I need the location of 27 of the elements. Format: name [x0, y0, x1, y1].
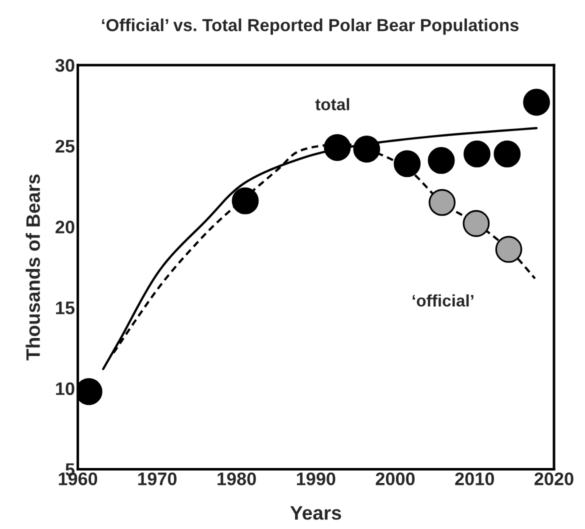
x-tick-label: 2010 [455, 472, 494, 486]
y-tick-label: 10 [56, 382, 74, 396]
x-tick-label: 1970 [138, 472, 177, 486]
chart-title: ‘Official’ vs. Total Reported Polar Bear Populations [102, 18, 519, 35]
point [462, 210, 490, 237]
point [495, 236, 522, 263]
text: ‘official’ [412, 294, 474, 307]
x-tick-label: 1990 [296, 472, 336, 486]
y-tick-label: 30 [55, 59, 74, 72]
point [464, 140, 490, 168]
x-tick-label: 2020 [534, 472, 574, 486]
y-tick-label: 20 [56, 220, 74, 234]
point [428, 146, 455, 174]
point [232, 187, 259, 214]
x-axis-title: Years [290, 506, 342, 520]
y-tick-label: 25 [56, 140, 75, 153]
y-axis-title: Thousands of Bears [26, 174, 40, 360]
point [394, 150, 421, 178]
point [523, 88, 550, 116]
series-label: total [315, 98, 350, 110]
point [324, 134, 351, 161]
y-tick-label: 15 [56, 302, 75, 314]
x-tick-label: 2000 [376, 472, 415, 486]
x-tick-label: 1980 [218, 472, 256, 486]
point [494, 140, 521, 168]
point [428, 189, 456, 216]
point [353, 136, 380, 163]
